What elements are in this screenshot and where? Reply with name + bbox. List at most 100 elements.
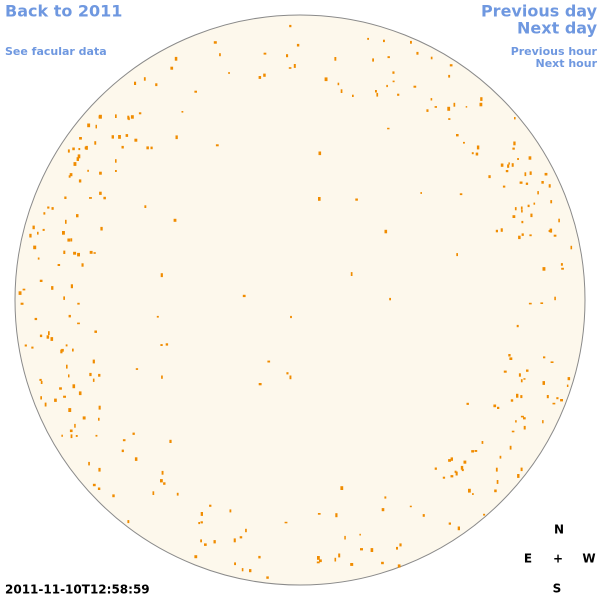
facula bbox=[37, 257, 40, 260]
facula bbox=[134, 138, 138, 142]
facula bbox=[475, 152, 479, 156]
facula bbox=[448, 74, 451, 78]
facula bbox=[77, 252, 80, 257]
facula bbox=[245, 528, 247, 533]
facula bbox=[24, 344, 27, 347]
facula bbox=[286, 54, 289, 58]
facula bbox=[500, 163, 504, 167]
compass-east: E bbox=[524, 552, 532, 566]
facula bbox=[40, 380, 43, 384]
facula bbox=[448, 118, 451, 120]
facula bbox=[284, 521, 288, 524]
facula bbox=[77, 322, 80, 325]
facula bbox=[554, 296, 556, 301]
facula bbox=[397, 93, 400, 96]
facula bbox=[258, 383, 262, 386]
next-hour-link[interactable]: Next hour bbox=[536, 57, 598, 70]
facula bbox=[204, 543, 207, 546]
facula bbox=[87, 123, 91, 128]
facula bbox=[70, 238, 73, 242]
facula bbox=[316, 561, 320, 564]
facula bbox=[73, 162, 77, 166]
facula bbox=[296, 43, 300, 47]
facula bbox=[76, 157, 79, 161]
facula bbox=[68, 374, 70, 378]
facula bbox=[160, 273, 163, 278]
facula bbox=[39, 378, 42, 381]
facula bbox=[442, 476, 446, 479]
facula bbox=[528, 156, 532, 160]
facula bbox=[317, 513, 321, 515]
facular-data-link[interactable]: See facular data bbox=[5, 45, 107, 58]
facula bbox=[480, 97, 483, 101]
facula bbox=[352, 94, 354, 97]
facula bbox=[72, 348, 74, 352]
facula bbox=[163, 482, 166, 485]
facula bbox=[529, 171, 532, 175]
facula bbox=[463, 460, 467, 464]
facula bbox=[448, 522, 451, 525]
facula bbox=[69, 173, 73, 177]
facula bbox=[509, 445, 512, 450]
facula bbox=[324, 77, 328, 82]
facula bbox=[413, 85, 417, 88]
facula bbox=[350, 272, 353, 276]
facula bbox=[103, 196, 106, 200]
facula bbox=[386, 84, 388, 88]
facula bbox=[396, 546, 398, 550]
facula bbox=[340, 89, 343, 93]
facula bbox=[520, 379, 523, 383]
facula bbox=[87, 169, 89, 172]
facula bbox=[97, 487, 101, 490]
facula bbox=[54, 398, 57, 402]
next-day-link[interactable]: Next day bbox=[517, 19, 598, 38]
facula bbox=[128, 117, 130, 121]
facula bbox=[144, 205, 147, 208]
facula bbox=[472, 493, 474, 495]
facula bbox=[161, 375, 163, 379]
facula bbox=[88, 461, 90, 466]
facula bbox=[74, 423, 76, 428]
previous-hour-link[interactable]: Previous hour bbox=[511, 45, 598, 58]
facula bbox=[61, 348, 64, 352]
facula bbox=[234, 562, 236, 566]
facula bbox=[70, 434, 73, 439]
facula bbox=[338, 553, 341, 558]
facula bbox=[372, 58, 374, 62]
facula bbox=[44, 402, 47, 407]
facula bbox=[550, 200, 553, 204]
facula bbox=[481, 441, 484, 444]
facula bbox=[34, 317, 38, 321]
facula bbox=[89, 250, 93, 254]
facula bbox=[493, 404, 497, 408]
facula bbox=[542, 420, 544, 424]
facula bbox=[466, 402, 469, 405]
facula bbox=[552, 402, 556, 405]
facula bbox=[267, 360, 271, 363]
facula bbox=[89, 372, 92, 377]
facula bbox=[546, 395, 549, 399]
facula bbox=[548, 230, 551, 232]
facula bbox=[239, 536, 243, 539]
facula bbox=[479, 102, 483, 107]
facula bbox=[360, 548, 363, 551]
facula bbox=[560, 263, 563, 266]
facula bbox=[67, 238, 71, 242]
previous-day-link[interactable]: Previous day bbox=[481, 2, 598, 21]
facula bbox=[516, 393, 519, 398]
facula bbox=[355, 198, 358, 201]
facula bbox=[50, 337, 54, 341]
facula bbox=[549, 228, 553, 233]
facula bbox=[40, 396, 42, 400]
facula bbox=[51, 286, 54, 290]
back-link[interactable]: Back to 2011 bbox=[5, 2, 122, 21]
facula bbox=[521, 220, 524, 224]
facula bbox=[99, 191, 102, 195]
facula bbox=[460, 465, 464, 470]
facula bbox=[384, 496, 387, 499]
facula bbox=[115, 159, 117, 163]
facula bbox=[399, 543, 402, 547]
facula bbox=[213, 41, 217, 44]
facula bbox=[525, 182, 529, 185]
facula bbox=[63, 395, 66, 398]
